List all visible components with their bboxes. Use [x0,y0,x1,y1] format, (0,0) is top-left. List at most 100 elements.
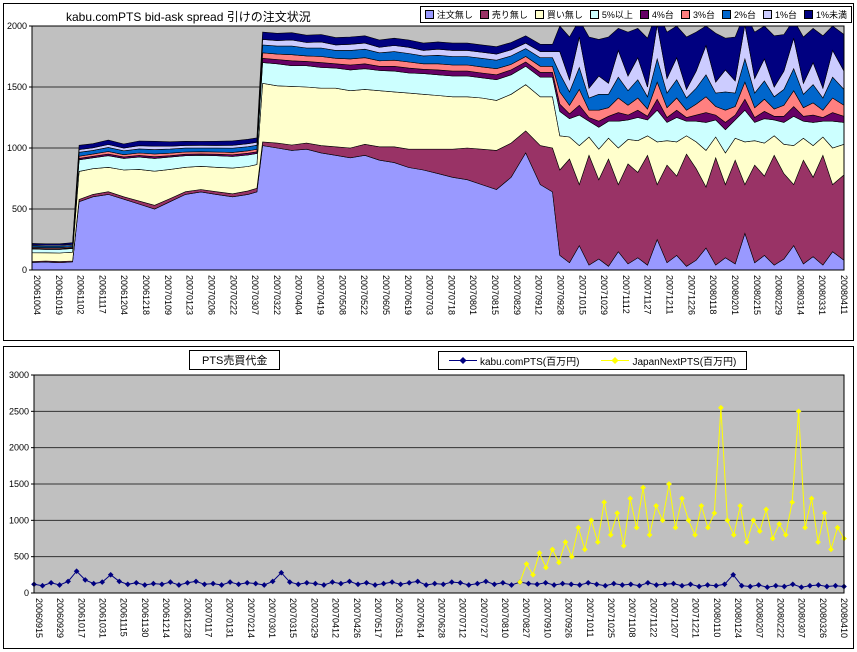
series-marker [594,539,601,545]
series-marker [692,532,698,538]
series-marker [815,582,822,588]
x-tick-label: 20070322 [272,275,282,315]
series-marker [610,580,617,587]
series-marker [828,546,834,553]
series-marker [614,510,621,516]
series-marker [769,535,776,542]
legend-swatch [762,10,772,19]
series-marker [588,517,595,524]
x-tick-label: 20080215 [752,275,762,315]
x-tick-label: 20070206 [206,275,216,315]
x-tick-label: 20080118 [708,275,718,314]
series-marker [705,524,711,531]
series-marker [176,582,182,588]
series-marker [789,581,796,588]
y-tick-label: 2000 [7,21,27,31]
x-tick-label: 20060929 [55,598,65,638]
x-tick-label: 20080110 [712,598,722,637]
y-tick-label: 500 [14,552,29,562]
x-tick-label: 20061117 [97,275,107,314]
series-marker [696,583,702,590]
legend-swatch [534,10,544,19]
x-tick-label: 20070307 [250,275,260,315]
legend-line-swatch [601,356,630,365]
series-marker [508,582,515,588]
x-tick-label: 20070117 [203,598,213,637]
x-tick-label: 20070912 [534,275,544,315]
series-marker [645,579,651,586]
legend-item: 3%台 [680,8,715,21]
series-marker [737,502,744,509]
volume-chart-canvas: 0 500 1000 1500 2000 2500 3000 20060915 20060929… [9,370,849,638]
series-marker [832,582,839,589]
series-marker [653,582,660,588]
x-tick-label: 20080326 [818,598,828,638]
x-tick-label: 20060915 [34,598,44,638]
x-tick-label: 20070301 [267,598,277,638]
x-tick-label: 20071207 [670,598,680,638]
series-marker [687,581,694,588]
series-marker [704,582,711,588]
series-marker [711,510,718,516]
x-tick-label: 20070508 [337,275,347,315]
x-tick-label: 20070727 [479,598,489,638]
legend-item: 4%台 [639,8,674,21]
series-marker [782,532,789,538]
x-tick-label: 20061102 [76,275,86,314]
series-marker [619,582,626,588]
series-marker [789,499,796,506]
series-marker [549,546,556,553]
series-marker [807,582,813,589]
x-tick-label: 20070214 [246,598,256,638]
x-tick-label: 20070531 [394,598,404,638]
series-marker [525,580,532,587]
x-tick-label: 20061115 [119,598,129,637]
legend-item: 買い無し [534,8,583,21]
series-marker [620,542,627,549]
series-marker [698,502,705,509]
y-tick-label: 1000 [9,515,29,525]
legend-label: kabu.comPTS(百万円) [480,357,580,368]
series-marker [627,581,634,588]
x-tick-label: 20061031 [98,598,108,638]
legend-item: 5%以上 [589,8,633,21]
series-marker [747,583,754,590]
legend-item: 1%未満 [803,8,847,21]
x-tick-label: 20070404 [294,275,304,315]
x-tick-label: 20071015 [577,275,587,315]
series-marker [724,517,731,524]
series-marker [536,550,543,556]
legend-label: 売り無し [491,10,528,20]
series-marker [730,571,737,578]
series-marker [530,571,536,578]
y-tick-label: 1500 [9,479,29,489]
volume-chart-panel: PTS売買代金 kabu.comPTS(百万円) JapanNextPTS(百万円… [3,346,854,649]
x-tick-label: 20070926 [564,598,574,638]
series-marker [730,532,737,538]
series-marker [750,517,757,524]
legend-line-swatch [449,356,477,365]
x-tick-label: 20071127 [643,275,653,314]
series-marker [772,582,779,589]
series-marker [568,553,575,560]
legend-swatch [680,10,690,19]
legend-label: 3%台 [692,10,715,20]
x-tick-label: 20080411 [839,275,849,314]
series-marker [713,582,719,589]
series-marker [218,582,225,588]
x-tick-label: 20070522 [359,275,369,315]
x-tick-label: 20070712 [458,598,468,638]
legend-label: 1%未満 [815,10,847,20]
series-marker [834,524,841,531]
series-marker [523,561,530,567]
x-tick-label: 20080222 [775,598,785,638]
x-tick-label: 20070426 [352,598,362,638]
x-tick-label: 20061218 [141,275,151,315]
series-marker [672,524,679,531]
series-marker [781,583,788,590]
x-tick-label: 20070910 [542,598,552,638]
legend-swatch [424,10,434,19]
x-tick-label: 20070123 [185,275,195,315]
x-tick-label: 20071108 [627,598,637,637]
legend-label: 注文無し [436,10,473,20]
